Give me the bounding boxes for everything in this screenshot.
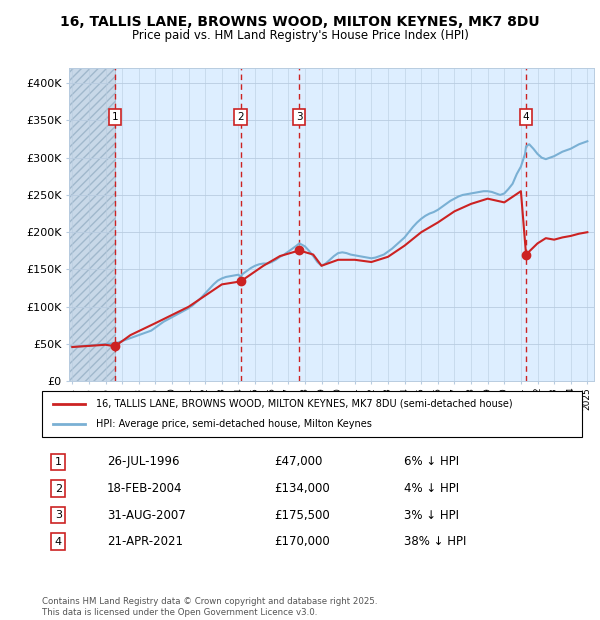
Text: 18-FEB-2004: 18-FEB-2004 (107, 482, 182, 495)
Text: 31-AUG-2007: 31-AUG-2007 (107, 508, 185, 521)
Text: 4% ↓ HPI: 4% ↓ HPI (404, 482, 459, 495)
Text: 16, TALLIS LANE, BROWNS WOOD, MILTON KEYNES, MK7 8DU (semi-detached house): 16, TALLIS LANE, BROWNS WOOD, MILTON KEY… (96, 399, 512, 409)
Text: £170,000: £170,000 (274, 535, 330, 548)
Text: 16, TALLIS LANE, BROWNS WOOD, MILTON KEYNES, MK7 8DU: 16, TALLIS LANE, BROWNS WOOD, MILTON KEY… (60, 16, 540, 30)
Text: 6% ↓ HPI: 6% ↓ HPI (404, 456, 459, 469)
FancyBboxPatch shape (42, 391, 582, 437)
Text: £47,000: £47,000 (274, 456, 323, 469)
Text: 3: 3 (296, 112, 302, 122)
Text: HPI: Average price, semi-detached house, Milton Keynes: HPI: Average price, semi-detached house,… (96, 419, 372, 429)
Text: 26-JUL-1996: 26-JUL-1996 (107, 456, 179, 469)
Text: 2: 2 (238, 112, 244, 122)
Text: 4: 4 (523, 112, 529, 122)
Text: 2: 2 (55, 484, 62, 494)
Text: 3% ↓ HPI: 3% ↓ HPI (404, 508, 459, 521)
Text: Contains HM Land Registry data © Crown copyright and database right 2025.
This d: Contains HM Land Registry data © Crown c… (42, 598, 377, 617)
Text: 1: 1 (112, 112, 118, 122)
Text: 3: 3 (55, 510, 62, 520)
Text: 1: 1 (55, 457, 62, 467)
Text: Price paid vs. HM Land Registry's House Price Index (HPI): Price paid vs. HM Land Registry's House … (131, 29, 469, 42)
Text: £134,000: £134,000 (274, 482, 330, 495)
Text: 4: 4 (55, 537, 62, 547)
Text: 21-APR-2021: 21-APR-2021 (107, 535, 183, 548)
Text: 38% ↓ HPI: 38% ↓ HPI (404, 535, 466, 548)
Text: £175,500: £175,500 (274, 508, 330, 521)
Bar (69, 68, 115, 381)
